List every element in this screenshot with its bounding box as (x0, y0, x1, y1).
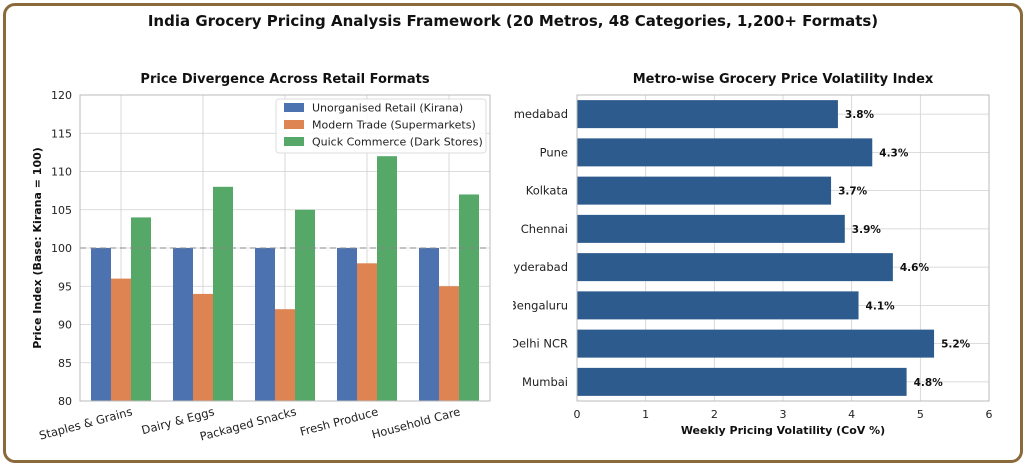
data-label: 4.8% (914, 377, 944, 389)
bar (419, 248, 439, 401)
y-tick-label: 110 (51, 166, 72, 179)
x-tick-label: 0 (574, 408, 581, 421)
data-label: 3.8% (845, 109, 875, 121)
y-tick-label: 105 (51, 204, 72, 217)
bar (577, 367, 907, 396)
legend-box (275, 98, 487, 154)
bar (577, 176, 832, 205)
volatility-index-chart: Metro-wise Grocery Price Volatility Inde… (513, 72, 993, 437)
bar (577, 214, 845, 243)
legend-label: Unorganised Retail (Kirana) (312, 102, 463, 115)
y-axis-label: Price Index (Base: Kirana = 100) (31, 147, 44, 349)
bar (577, 138, 873, 167)
bar (111, 278, 131, 401)
x-tick-label: 4 (848, 408, 855, 421)
legend-swatch (284, 137, 304, 146)
x-axis-label: Weekly Pricing Volatility (CoV %) (681, 424, 885, 437)
y-tick-label: Mumbai (522, 375, 568, 389)
legend: Unorganised Retail (Kirana) Modern Trade … (275, 98, 487, 154)
y-tick-label: Delhi NCR (513, 337, 568, 351)
legend-swatch (284, 103, 304, 112)
bar (295, 209, 315, 401)
x-tick-label: Household Care (370, 404, 462, 441)
bar (577, 329, 935, 358)
bar (577, 291, 859, 320)
legend-swatch (284, 120, 304, 129)
bar (357, 263, 377, 401)
x-tick-label: 1 (642, 408, 649, 421)
bar (173, 248, 193, 401)
chart1-title: Price Divergence Across Retail Formats (140, 72, 429, 87)
figure-title: India Grocery Pricing Analysis Framework… (147, 12, 879, 30)
bar (577, 100, 838, 129)
legend-label: Modern Trade (Supermarkets) (312, 119, 476, 132)
plot-frame (576, 94, 990, 402)
data-label: 5.2% (941, 339, 971, 351)
x-tick-label: Fresh Produce (298, 404, 379, 438)
y-tick-label: Chennai (521, 222, 568, 236)
y-tick-label: 80 (58, 395, 72, 408)
x-tick-label: 6 (986, 408, 993, 421)
plot-frame (79, 94, 491, 402)
bar (459, 194, 479, 401)
y-tick-label: Ahmedabad (513, 107, 568, 121)
bar (577, 253, 893, 282)
y-tick-label: 120 (51, 89, 72, 102)
data-label: 4.1% (866, 300, 896, 312)
y-tick-label: Kolkata (526, 184, 568, 198)
data-label: 3.7% (838, 186, 868, 198)
bar (439, 286, 459, 401)
data-label: 4.6% (900, 262, 930, 274)
bar (91, 248, 111, 401)
price-divergence-chart: Price Divergence Across Retail Formats 80… (31, 72, 491, 444)
x-tick-label: 3 (780, 408, 787, 421)
y-tick-label: 115 (51, 127, 72, 140)
legend-label: Quick Commerce (Dark Stores) (312, 136, 483, 149)
bar (337, 248, 357, 401)
y-tick-label: 95 (58, 280, 72, 293)
y-tick-label: Pune (540, 145, 568, 159)
y-tick-label: 90 (58, 319, 72, 332)
x-tick-label: 2 (711, 408, 718, 421)
bar (275, 309, 295, 401)
bar (131, 217, 151, 401)
data-label: 4.3% (879, 147, 909, 159)
y-tick-label: Bengaluru (513, 298, 568, 312)
x-tick-label: 5 (917, 408, 924, 421)
chart2-title: Metro-wise Grocery Price Volatility Inde… (633, 72, 934, 87)
x-tick-label: Staples & Grains (38, 404, 134, 442)
y-tick-label: 85 (58, 357, 72, 370)
y-tick-label: 100 (51, 242, 72, 255)
data-label: 3.9% (852, 224, 882, 236)
bar (255, 248, 275, 401)
bar (377, 156, 397, 401)
y-tick-label: Hyderabad (513, 260, 568, 274)
bar (213, 186, 233, 401)
bar (193, 293, 213, 401)
